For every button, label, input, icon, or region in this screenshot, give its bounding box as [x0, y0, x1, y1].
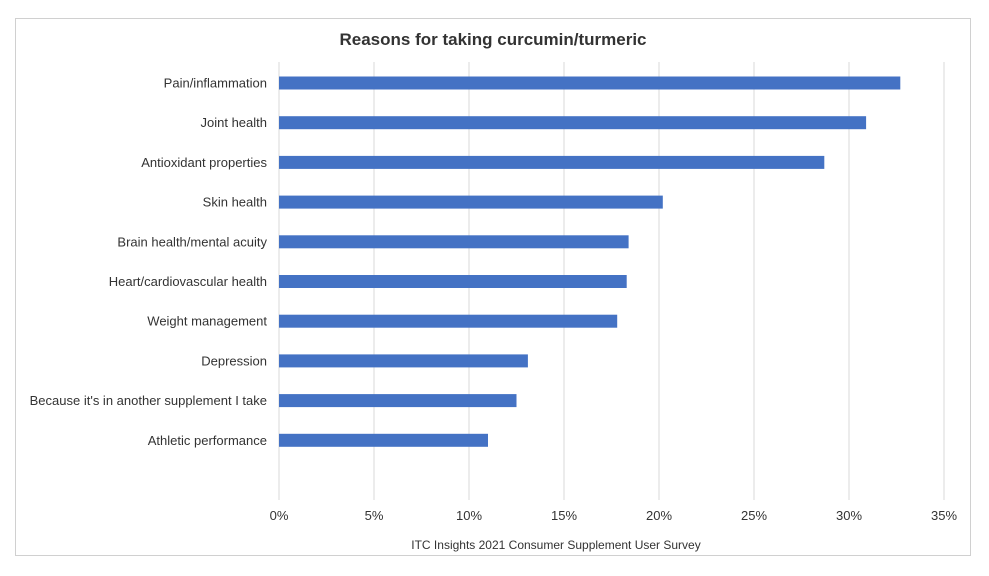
bar [279, 394, 517, 408]
category-label: Pain/inflammation [164, 76, 267, 91]
bar [279, 354, 528, 368]
bar [279, 235, 629, 249]
bar [279, 155, 825, 169]
bars [279, 76, 901, 447]
category-label: Skin health [203, 195, 267, 210]
grid-lines [278, 62, 945, 500]
category-label: Because it's in another supplement I tak… [30, 393, 267, 408]
x-axis-ticks: 0% 5% 10% 15% 20% 25% 30% 35% [270, 508, 958, 523]
category-label: Weight management [147, 314, 267, 329]
x-tick-label: 25% [741, 508, 767, 523]
bar [279, 116, 867, 130]
bar [279, 314, 618, 328]
category-label: Athletic performance [148, 433, 267, 448]
category-labels: Pain/inflammation Joint health Antioxidant… [30, 76, 268, 448]
chart-title: Reasons for taking curcumin/turmeric [339, 30, 646, 49]
category-label: Depression [201, 353, 267, 368]
x-tick-label: 5% [365, 508, 384, 523]
category-label: Brain health/mental acuity [117, 234, 267, 249]
x-tick-label: 20% [646, 508, 672, 523]
bar [279, 76, 901, 90]
x-tick-label: 35% [931, 508, 957, 523]
category-label: Joint health [201, 115, 268, 130]
chart-source: ITC Insights 2021 Consumer Supplement Us… [411, 538, 700, 552]
category-label: Heart/cardiovascular health [109, 274, 267, 289]
bar [279, 195, 663, 209]
x-tick-label: 10% [456, 508, 482, 523]
category-label: Antioxidant properties [141, 155, 267, 170]
x-tick-label: 15% [551, 508, 577, 523]
bar [279, 275, 627, 288]
bar [279, 433, 488, 447]
x-tick-label: 30% [836, 508, 862, 523]
x-tick-label: 0% [270, 508, 289, 523]
